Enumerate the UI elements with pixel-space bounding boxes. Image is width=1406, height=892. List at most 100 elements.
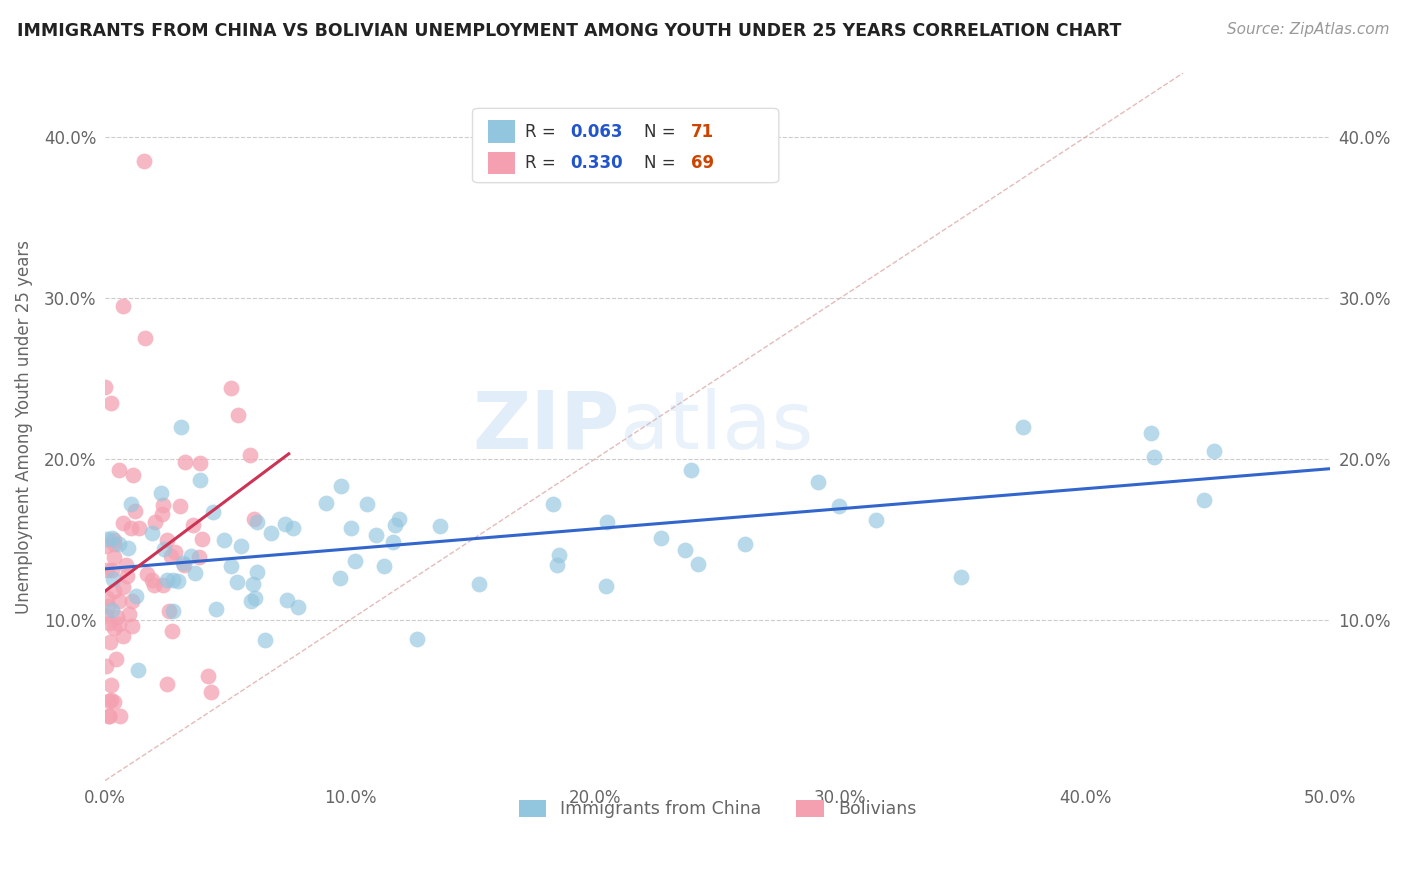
Point: [212, 533, 235, 548]
Text: R =: R =: [526, 153, 561, 172]
Point: [103, 583, 125, 598]
Point: [1011, 419, 1033, 434]
Text: R =: R =: [526, 123, 561, 141]
Point: [97, 709, 120, 723]
Point: [112, 580, 135, 594]
Point: [103, 549, 125, 564]
Point: [276, 593, 298, 607]
Point: [686, 557, 709, 571]
Point: [187, 549, 209, 564]
Point: [384, 517, 406, 532]
Point: [121, 618, 143, 632]
Point: [98, 635, 121, 649]
Point: [673, 543, 696, 558]
Point: [239, 594, 262, 608]
Point: [101, 563, 124, 577]
Point: [315, 495, 337, 509]
Point: [173, 558, 195, 572]
Point: [650, 531, 672, 545]
Point: [96, 591, 118, 605]
Point: [162, 573, 184, 587]
Point: [118, 607, 141, 621]
Point: [156, 533, 179, 547]
Point: [356, 497, 378, 511]
Text: 0.330: 0.330: [571, 153, 623, 172]
Point: [105, 610, 128, 624]
FancyBboxPatch shape: [488, 152, 516, 174]
Point: [104, 652, 127, 666]
Text: IMMIGRANTS FROM CHINA VS BOLIVIAN UNEMPLOYMENT AMONG YOUTH UNDER 25 YEARS CORREL: IMMIGRANTS FROM CHINA VS BOLIVIAN UNEMPL…: [17, 22, 1121, 40]
Point: [219, 381, 242, 395]
Point: [134, 331, 156, 345]
Point: [101, 572, 124, 586]
FancyBboxPatch shape: [488, 120, 516, 143]
Point: [100, 395, 122, 409]
Point: [595, 578, 617, 592]
Point: [543, 497, 565, 511]
Text: 0.063: 0.063: [571, 123, 623, 141]
Point: [100, 693, 122, 707]
Point: [98, 709, 121, 723]
Legend: Immigrants from China, Bolivians: Immigrants from China, Bolivians: [512, 793, 924, 825]
Point: [156, 677, 179, 691]
Text: 71: 71: [690, 123, 714, 141]
Point: [243, 591, 266, 606]
Point: [283, 521, 305, 535]
Point: [112, 516, 135, 530]
Point: [197, 669, 219, 683]
Point: [120, 521, 142, 535]
Point: [202, 505, 225, 519]
Point: [157, 604, 180, 618]
Point: [128, 521, 150, 535]
Point: [124, 589, 146, 603]
Point: [949, 570, 972, 584]
Point: [246, 515, 269, 529]
Point: [108, 594, 131, 608]
Point: [103, 533, 125, 547]
Point: [596, 515, 619, 529]
Point: [152, 577, 174, 591]
Point: [1139, 426, 1161, 441]
Point: [108, 537, 131, 551]
Point: [548, 548, 571, 562]
Point: [115, 569, 138, 583]
Point: [134, 154, 156, 169]
Point: [229, 540, 252, 554]
Point: [260, 526, 283, 541]
Point: [114, 558, 136, 572]
Point: [170, 419, 193, 434]
Point: [1192, 492, 1215, 507]
Point: [111, 629, 134, 643]
Point: [122, 467, 145, 482]
Point: [807, 475, 830, 489]
Point: [150, 507, 173, 521]
Point: [287, 599, 309, 614]
Point: [1204, 444, 1226, 458]
Text: N =: N =: [644, 153, 681, 172]
Point: [141, 574, 163, 588]
Point: [166, 574, 188, 588]
Point: [153, 542, 176, 557]
Point: [96, 659, 118, 673]
Point: [329, 571, 352, 585]
Point: [120, 497, 142, 511]
Point: [343, 554, 366, 568]
Point: [121, 593, 143, 607]
Point: [96, 532, 118, 546]
Point: [1143, 450, 1166, 465]
Point: [135, 566, 157, 581]
Point: [156, 573, 179, 587]
Point: [124, 503, 146, 517]
Text: ZIP: ZIP: [472, 388, 620, 466]
Point: [226, 409, 249, 423]
Point: [172, 556, 194, 570]
Point: [152, 498, 174, 512]
Point: [127, 663, 149, 677]
Point: [117, 541, 139, 555]
Point: [429, 519, 451, 533]
Point: [681, 463, 703, 477]
Point: [160, 549, 183, 563]
Point: [388, 512, 411, 526]
Text: Source: ZipAtlas.com: Source: ZipAtlas.com: [1226, 22, 1389, 37]
Point: [546, 558, 568, 573]
